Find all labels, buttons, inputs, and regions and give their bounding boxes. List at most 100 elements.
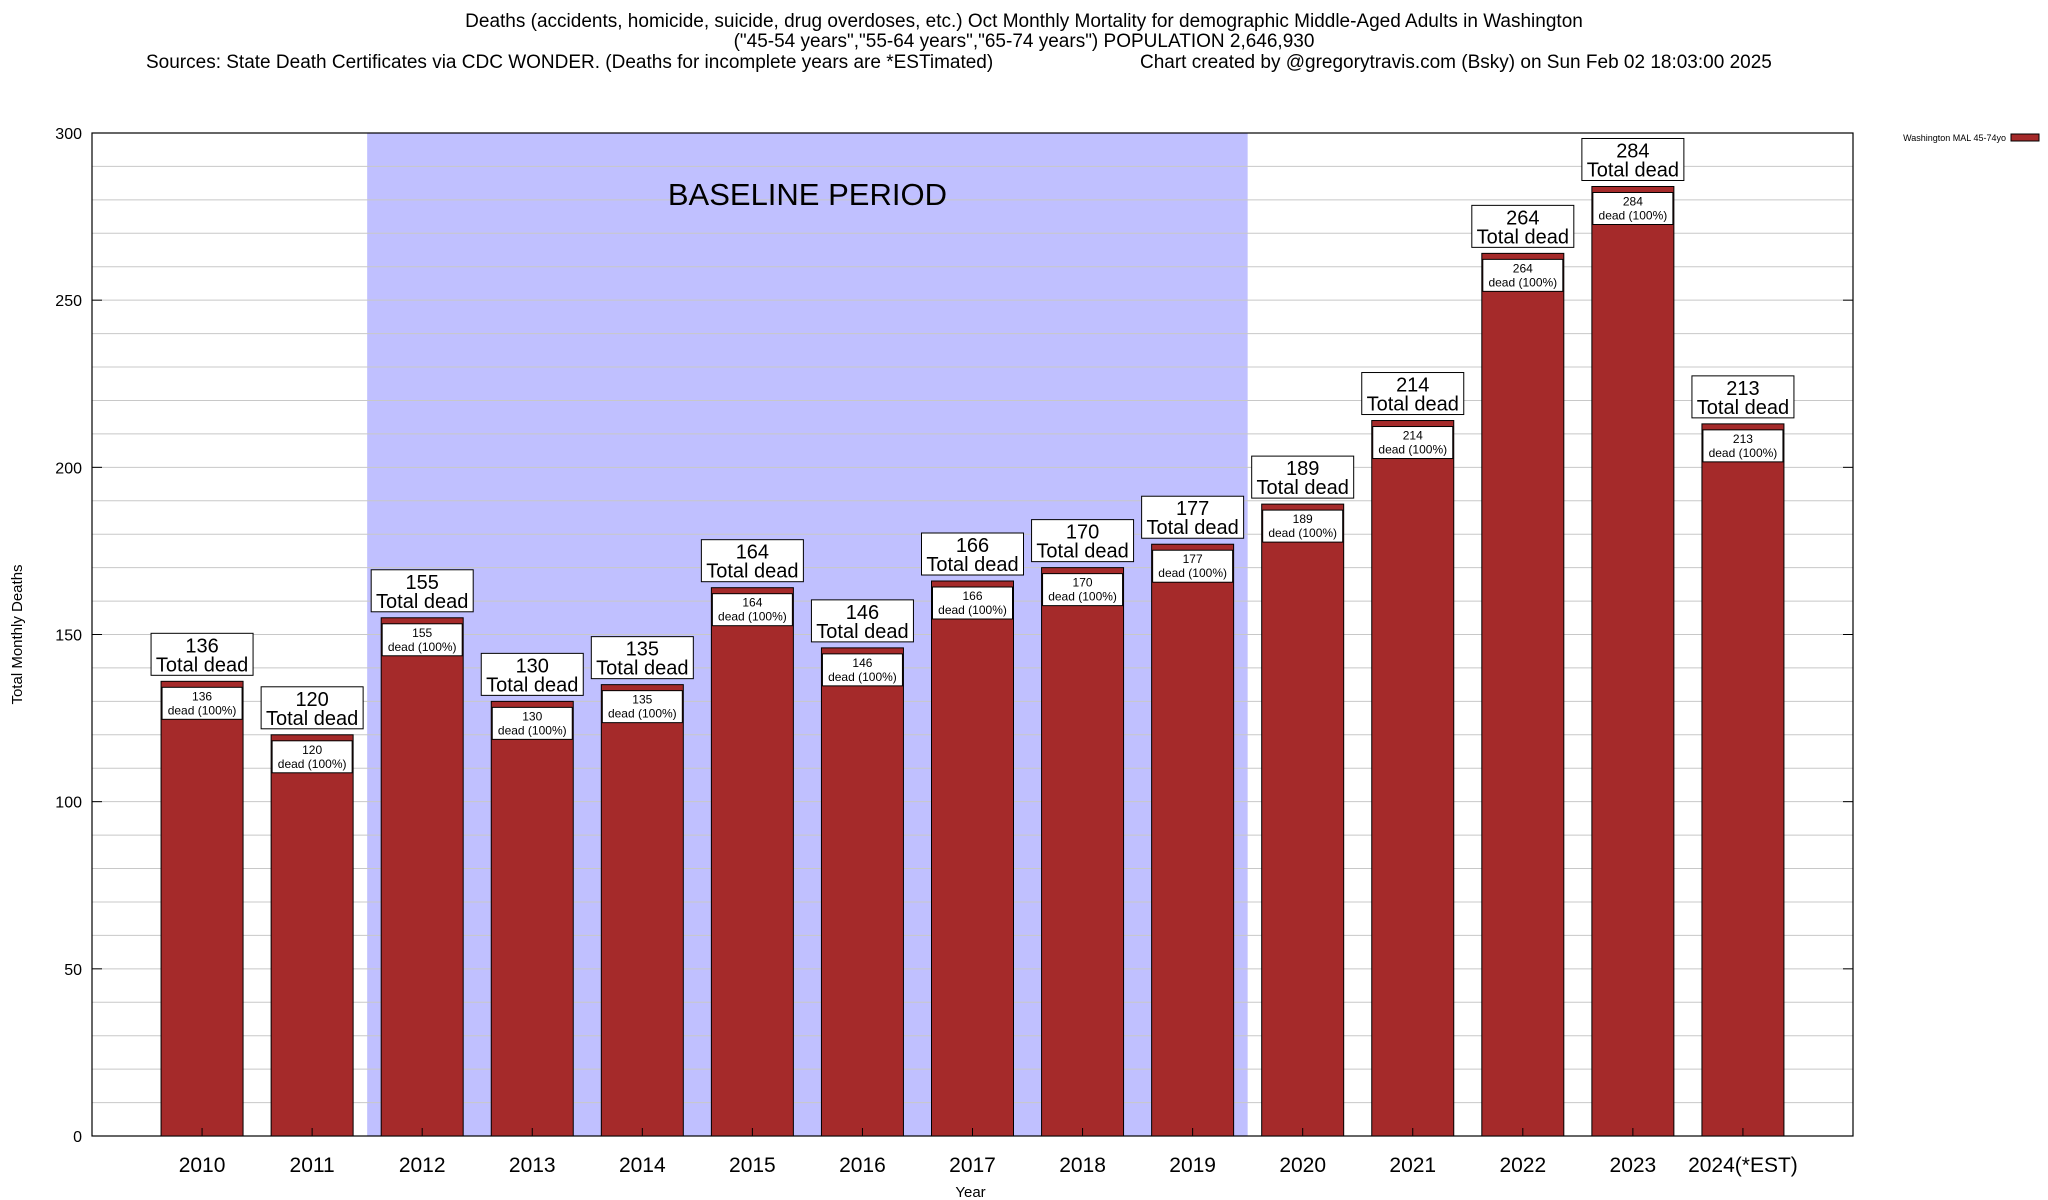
y-axis-title: Total Monthly Deaths xyxy=(9,564,26,704)
bar xyxy=(1591,185,1675,1137)
inner-label-box xyxy=(1152,549,1234,583)
x-tick-label: 2018 xyxy=(1059,1154,1106,1177)
bar xyxy=(160,680,244,1137)
data-label-box xyxy=(1251,455,1355,499)
inner-label-box xyxy=(1262,509,1344,543)
inner-label-value: 135 xyxy=(632,693,652,707)
bar xyxy=(1041,567,1125,1137)
y-tick-label: 50 xyxy=(64,962,82,979)
data-label-box xyxy=(921,532,1024,576)
data-label-value: 284 xyxy=(1616,140,1649,162)
inner-label-value: 284 xyxy=(1623,194,1643,208)
data-label-box xyxy=(700,539,804,583)
bar xyxy=(1701,423,1785,1137)
data-label-box xyxy=(1471,204,1575,248)
inner-label-percent: dead (100%) xyxy=(608,707,677,721)
x-tick-label: 2021 xyxy=(1389,1154,1436,1177)
bar xyxy=(1151,543,1235,1137)
data-label-value: 130 xyxy=(516,655,549,677)
data-label-caption: Total dead xyxy=(706,561,798,583)
data-label-caption: Total dead xyxy=(816,621,908,643)
inner-label-box xyxy=(1702,429,1784,463)
bar xyxy=(1371,420,1455,1137)
x-tick-label: 2013 xyxy=(509,1154,556,1177)
data-label-caption: Total dead xyxy=(156,654,248,676)
data-label-box xyxy=(150,632,254,676)
y-tick-label: 150 xyxy=(55,628,82,645)
data-label-value: 155 xyxy=(406,572,439,594)
data-label-value: 214 xyxy=(1396,375,1429,397)
inner-label-percent: dead (100%) xyxy=(388,640,457,654)
inner-label-value: 170 xyxy=(1073,576,1093,590)
inner-label-value: 146 xyxy=(852,656,872,670)
x-tick-label: 2015 xyxy=(729,1154,776,1177)
data-label-box xyxy=(810,599,914,643)
inner-label-box xyxy=(161,686,243,720)
data-label-caption: Total dead xyxy=(1477,226,1569,248)
x-tick-label: 2022 xyxy=(1499,1154,1546,1177)
x-tick-label: 2010 xyxy=(179,1154,226,1177)
legend-swatch xyxy=(2010,133,2040,142)
inner-label-percent: dead (100%) xyxy=(278,757,347,771)
data-label-box xyxy=(480,652,584,696)
inner-label-box xyxy=(1372,426,1454,460)
inner-label-percent: dead (100%) xyxy=(1158,566,1227,580)
inner-label-percent: dead (100%) xyxy=(718,610,787,624)
inner-label-value: 177 xyxy=(1183,552,1203,566)
inner-label-value: 136 xyxy=(192,689,212,703)
data-label-box xyxy=(1141,495,1245,539)
inner-label-box xyxy=(601,690,683,724)
x-tick-label: 2020 xyxy=(1279,1154,1326,1177)
inner-label-value: 120 xyxy=(302,743,322,757)
inner-label-value: 164 xyxy=(742,596,762,610)
credit-text: Chart created by @gregorytravis.com (Bsk… xyxy=(1140,52,1772,73)
y-tick-label: 250 xyxy=(55,293,82,310)
bar xyxy=(820,647,904,1137)
legend-label: Washington MAL 45-74yo xyxy=(1903,133,2006,143)
data-label-box xyxy=(590,636,694,680)
data-label-caption: Total dead xyxy=(376,591,468,613)
inner-label-box xyxy=(932,586,1013,620)
bar xyxy=(1481,252,1565,1137)
data-label-value: 166 xyxy=(956,535,989,557)
inner-label-percent: dead (100%) xyxy=(1378,443,1447,457)
inner-label-box xyxy=(381,623,463,657)
data-label-value: 177 xyxy=(1176,498,1209,520)
inner-label-value: 166 xyxy=(962,589,982,603)
data-label-caption: Total dead xyxy=(486,674,578,696)
data-label-caption: Total dead xyxy=(1367,394,1459,416)
inner-label-box xyxy=(271,740,353,774)
data-label-box xyxy=(1691,375,1795,419)
data-label-caption: Total dead xyxy=(1036,541,1128,563)
y-tick-label: 100 xyxy=(55,795,82,812)
inner-label-box xyxy=(1592,191,1674,225)
data-label-box xyxy=(1361,372,1465,416)
bar xyxy=(380,617,464,1137)
inner-label-percent: dead (100%) xyxy=(1599,208,1668,222)
inner-label-value: 189 xyxy=(1293,512,1313,526)
inner-label-value: 264 xyxy=(1513,261,1533,275)
bar xyxy=(600,684,684,1137)
data-label-caption: Total dead xyxy=(1587,159,1679,181)
chart-subtitle: ("45-54 years","55-64 years","65-74 year… xyxy=(733,31,1315,52)
bar xyxy=(710,587,794,1137)
inner-label-box xyxy=(821,653,903,687)
data-label-value: 146 xyxy=(846,602,879,624)
inner-label-percent: dead (100%) xyxy=(938,603,1007,617)
x-tick-label: 2014 xyxy=(619,1154,666,1177)
data-label-value: 136 xyxy=(185,635,218,657)
chart-title-block: Deaths (accidents, homicide, suicide, dr… xyxy=(0,12,2048,52)
inner-label-value: 130 xyxy=(522,709,542,723)
inner-label-percent: dead (100%) xyxy=(1488,275,1557,289)
data-label-value: 164 xyxy=(736,542,769,564)
inner-label-value: 214 xyxy=(1403,429,1423,443)
data-label-box xyxy=(1031,519,1135,563)
baseline-label: BASELINE PERIOD xyxy=(668,177,947,212)
inner-label-percent: dead (100%) xyxy=(168,703,237,717)
data-label-value: 189 xyxy=(1286,458,1319,480)
inner-label-box xyxy=(711,593,793,627)
data-label-value: 120 xyxy=(295,689,328,711)
data-label-value: 135 xyxy=(626,639,659,661)
inner-label-percent: dead (100%) xyxy=(1268,526,1337,540)
